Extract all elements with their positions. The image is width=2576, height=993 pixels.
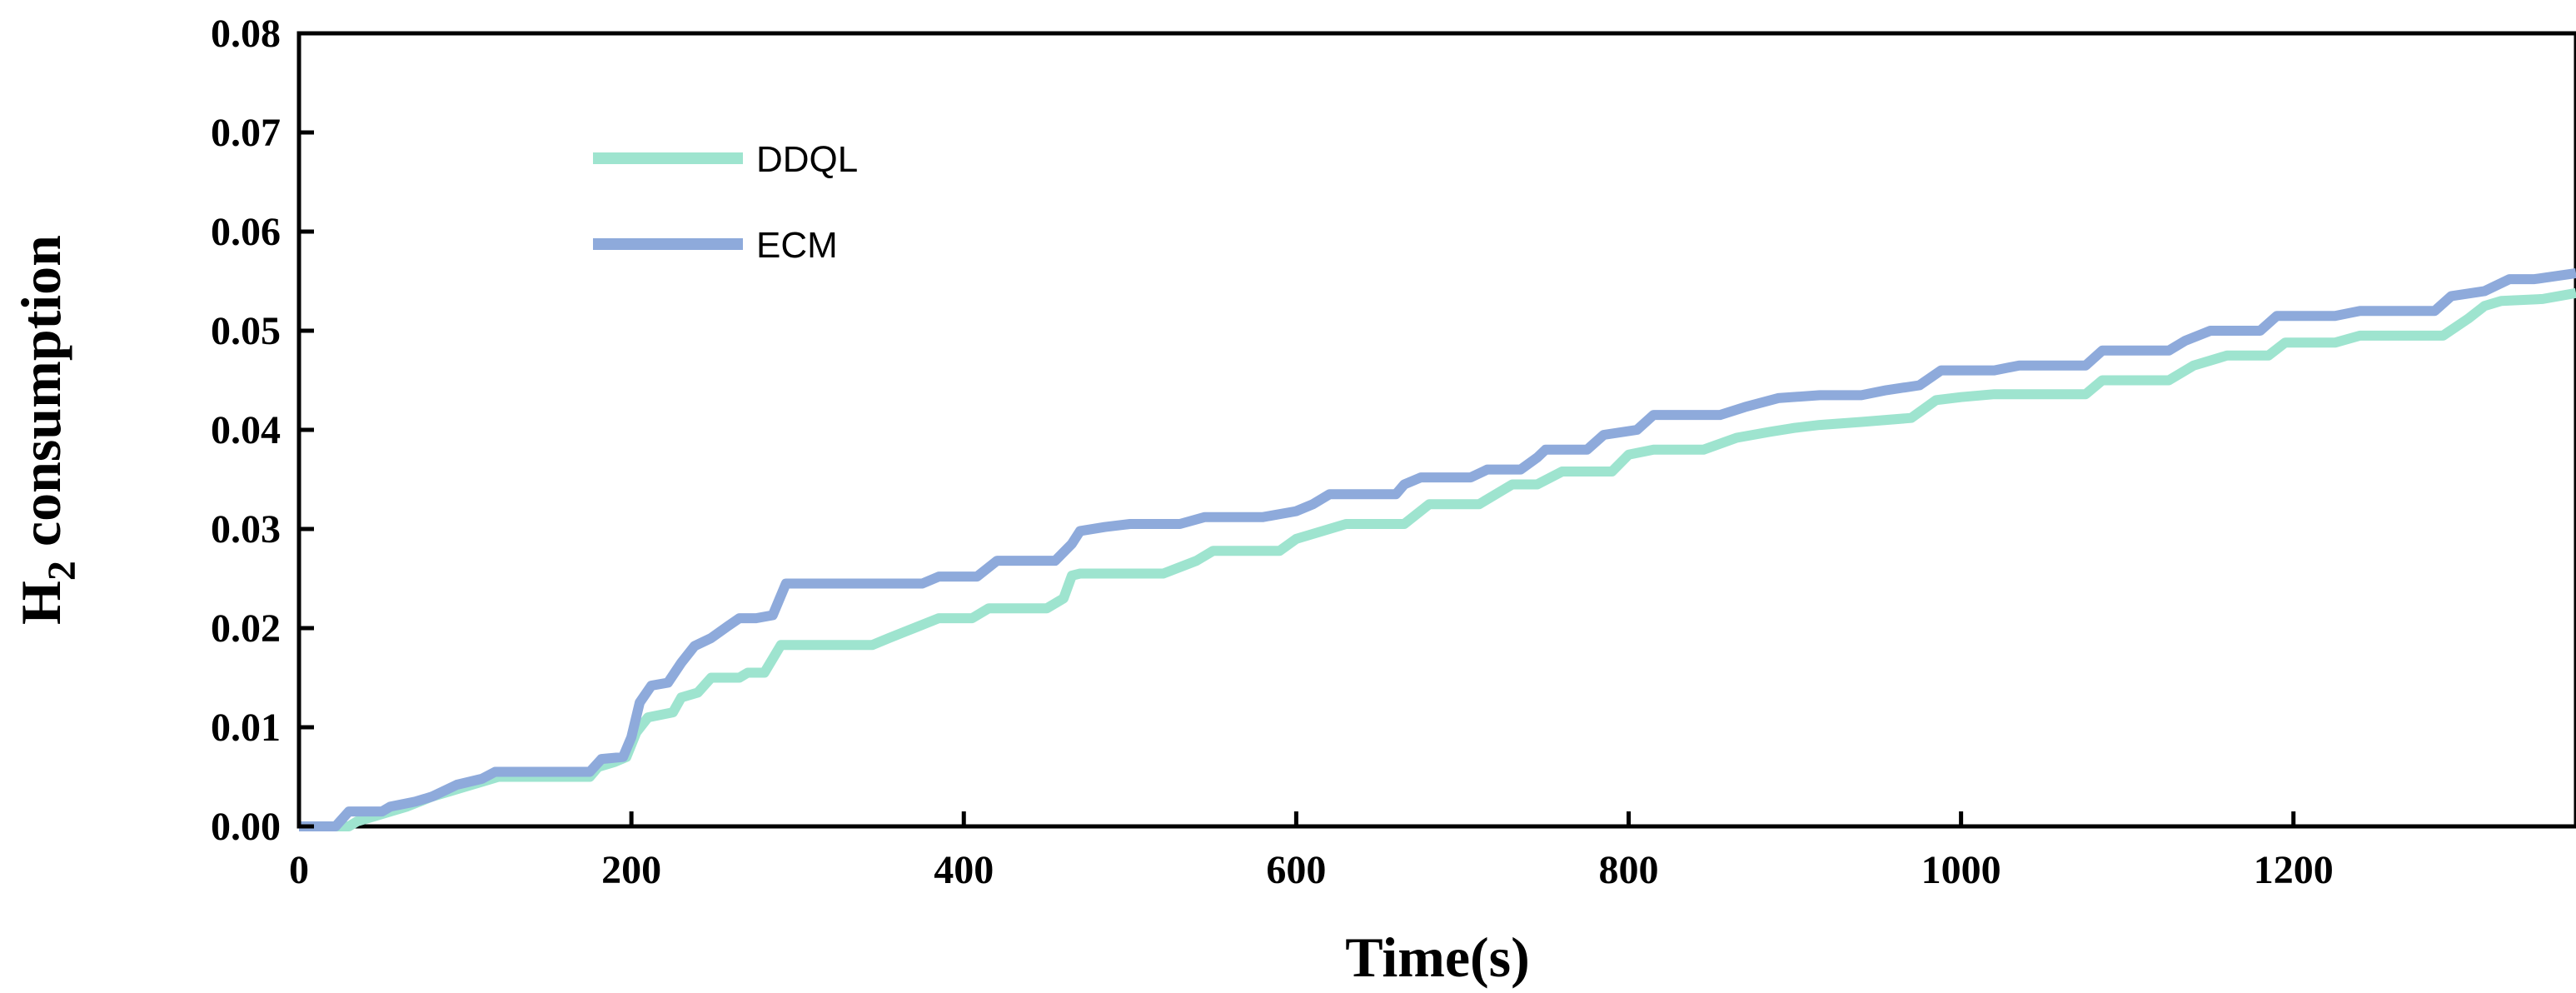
y-tick-label: 0.00 <box>211 805 281 849</box>
series-line-ddql <box>299 287 2576 831</box>
x-axis-title: Time(s) <box>1345 926 1530 989</box>
y-axis-title: H2 consumption <box>9 235 84 625</box>
y-tick-label: 0.05 <box>211 309 281 353</box>
y-axis-title-rest: consumption <box>9 235 72 561</box>
x-tick-label: 200 <box>601 848 661 892</box>
y-tick-label: 0.06 <box>211 210 281 254</box>
y-tick-label: 0.03 <box>211 507 281 551</box>
legend-label-ddql: DDQL <box>756 139 858 180</box>
x-tick-label: 400 <box>934 848 994 892</box>
x-tick-label: 600 <box>1266 848 1326 892</box>
x-tick-label: 1200 <box>2254 848 2334 892</box>
y-axis-title-main: H <box>9 581 72 625</box>
x-tick-label: 1000 <box>1921 848 2001 892</box>
legend: DDQL ECM <box>593 139 858 266</box>
plot-area: 0 200 400 600 800 1000 1200 0.000.010.020.030.… <box>211 12 2576 892</box>
series-layer <box>299 268 2576 831</box>
series-line-ecm <box>299 268 2576 831</box>
x-tick-label: 800 <box>1598 848 1658 892</box>
y-axis-title-subscript: 2 <box>40 561 84 581</box>
y-axis-ticks: 0.00 0.01 0.02 0.03 0.04 0.05 0.06 0.07 0.08 <box>211 12 314 849</box>
y-tick-label: 0.04 <box>211 408 281 452</box>
legend-label-ecm: ECM <box>756 225 838 266</box>
x-tick-label: 0 <box>289 848 309 892</box>
y-tick-label: 0.01 <box>211 706 281 750</box>
y-tick-label: 0.07 <box>211 111 281 155</box>
y-tick-label: 0.08 <box>211 12 281 56</box>
y-tick-label: 0.02 <box>211 606 281 651</box>
x-axis-ticks: 0 200 400 600 800 1000 1200 <box>289 811 2334 892</box>
